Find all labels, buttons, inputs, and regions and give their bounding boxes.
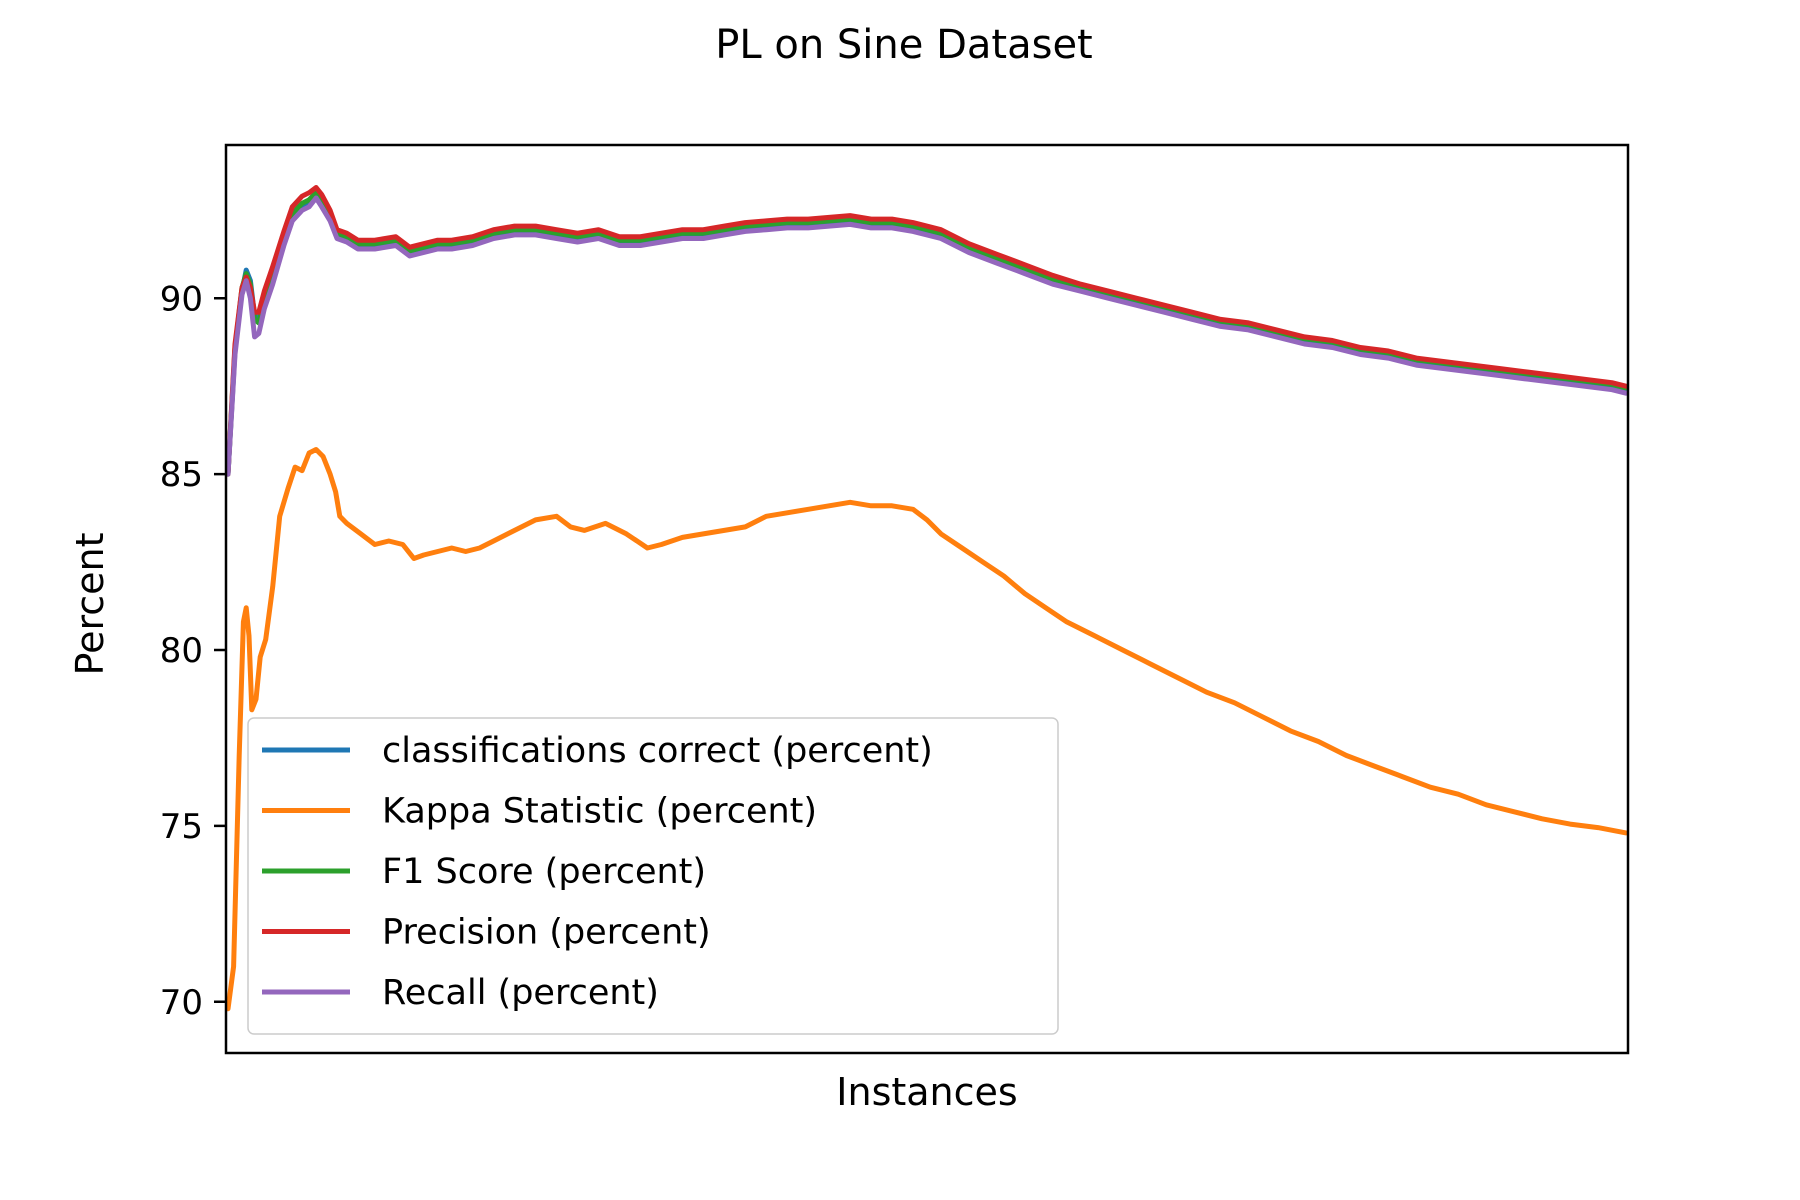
y-axis-label: Percent: [68, 533, 112, 676]
legend-label-1: classifications correct (percent): [382, 731, 933, 771]
y-tick-label: 90: [160, 279, 203, 319]
series-line-4: [225, 185, 1629, 477]
y-axis: 70 75 80 85 90: [160, 279, 226, 1023]
y-tick-label: 80: [160, 631, 203, 671]
y-tick-label: 75: [160, 807, 203, 847]
legend-box: [247, 717, 1059, 1035]
legend-label-2: Kappa Statistic (percent): [382, 792, 817, 832]
y-tick-label: 70: [160, 983, 203, 1023]
y-tick-label: 85: [160, 455, 203, 495]
legend-label-3: F1 Score (percent): [382, 852, 706, 892]
plot-frame: [224, 143, 1630, 1055]
legend-label-5: Recall (percent): [382, 973, 659, 1013]
x-axis-label: Instances: [836, 1070, 1017, 1114]
legend: classifications correct (percent) Kappa S…: [247, 717, 1059, 1035]
chart-title: PL on Sine Dataset: [715, 22, 1092, 68]
legend-label-4: Precision (percent): [382, 913, 711, 953]
series-line-2: [225, 447, 1629, 1012]
series-layer: [225, 185, 1629, 1012]
series-line-5: [225, 195, 1629, 477]
